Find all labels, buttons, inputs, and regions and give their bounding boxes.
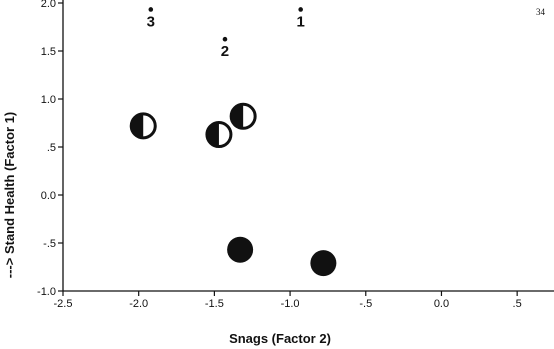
y-tick-label: 0.0 xyxy=(41,190,56,202)
x-tick-label: -1.5 xyxy=(205,298,224,310)
y-tick-label: .5 xyxy=(47,142,56,154)
x-tick-label: -2.0 xyxy=(129,298,148,310)
labeled-dot-point: 3 xyxy=(147,7,155,30)
x-tick-label: -2.5 xyxy=(54,298,73,310)
page-number: 34 xyxy=(536,7,545,17)
point-label: 2 xyxy=(221,43,229,60)
circle-filled-half xyxy=(231,104,244,129)
point-label: 1 xyxy=(297,13,305,30)
y-tick-label: -1.0 xyxy=(37,286,56,298)
filled-circle-point xyxy=(310,250,337,277)
labeled-dot-point: 2 xyxy=(221,36,229,60)
data-points: 3 2 1 xyxy=(129,7,337,277)
y-tick-label: 1.5 xyxy=(41,46,56,58)
half-filled-circle-point xyxy=(205,121,233,149)
half-filled-circle-point xyxy=(129,112,157,140)
half-filled-circle-point xyxy=(229,102,257,130)
y-axis: -1.0 -.5 0.0 .5 1.0 1.5 2.0 xyxy=(37,0,64,298)
x-tick-label: .5 xyxy=(513,298,522,310)
x-axis: -2.5 -2.0 -1.5 -1.0 -.5 0.0 .5 xyxy=(54,290,554,310)
x-axis-title: Snags (Factor 2) xyxy=(229,331,331,346)
circle-filled-half xyxy=(206,122,219,147)
small-dot xyxy=(222,36,228,42)
x-tick-label: -1.0 xyxy=(281,298,300,310)
x-tick-label: 0.0 xyxy=(434,298,449,310)
small-dot xyxy=(298,7,303,12)
y-tick-label: 2.0 xyxy=(41,0,56,10)
y-axis-title: ---> Stand Health (Factor 1) xyxy=(2,112,17,279)
point-label: 3 xyxy=(147,13,155,30)
x-tick-label: -.5 xyxy=(359,298,372,310)
y-tick-label: -.5 xyxy=(43,238,56,250)
labeled-dot-point: 1 xyxy=(297,7,305,30)
circle-filled-half xyxy=(131,113,144,138)
filled-circle-point xyxy=(227,236,254,263)
small-dot xyxy=(148,7,154,12)
y-tick-label: 1.0 xyxy=(41,94,56,106)
